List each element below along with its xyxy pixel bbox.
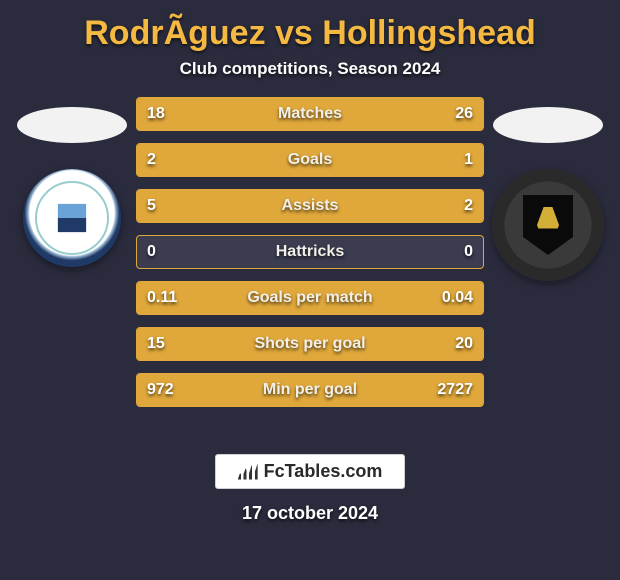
stat-row: 972Min per goal2727 <box>136 373 484 407</box>
left-side <box>12 97 132 267</box>
comparison-layout: 18Matches262Goals15Assists20Hattricks00.… <box>0 97 620 407</box>
right-flag <box>493 107 603 143</box>
stat-label: Goals per match <box>137 289 483 307</box>
lafc-icon <box>523 195 573 255</box>
date-text: 17 october 2024 <box>242 503 378 524</box>
stat-bars: 18Matches262Goals15Assists20Hattricks00.… <box>132 97 488 407</box>
stat-label: Shots per goal <box>137 335 483 353</box>
right-crest <box>492 169 604 281</box>
stat-row: 15Shots per goal20 <box>136 327 484 361</box>
brand-text: FcTables.com <box>264 461 383 482</box>
chart-icon <box>238 464 258 480</box>
stat-label: Hattricks <box>137 243 483 261</box>
subtitle: Club competitions, Season 2024 <box>0 59 620 97</box>
stat-value-right: 2727 <box>437 381 473 399</box>
stat-row: 2Goals1 <box>136 143 484 177</box>
stat-value-right: 0 <box>464 243 473 261</box>
brand-badge: FcTables.com <box>215 454 406 489</box>
stat-row: 18Matches26 <box>136 97 484 131</box>
sporting-kc-icon <box>35 181 109 255</box>
stat-label: Goals <box>137 151 483 169</box>
left-flag <box>17 107 127 143</box>
stat-label: Assists <box>137 197 483 215</box>
left-crest <box>23 169 121 267</box>
stat-value-right: 2 <box>464 197 473 215</box>
stat-value-right: 20 <box>455 335 473 353</box>
stat-value-right: 0.04 <box>442 289 473 307</box>
stat-value-right: 1 <box>464 151 473 169</box>
stat-label: Matches <box>137 105 483 123</box>
footer: FcTables.com 17 october 2024 <box>0 454 620 524</box>
stat-row: 0.11Goals per match0.04 <box>136 281 484 315</box>
right-side <box>488 97 608 281</box>
page-title: RodrÃ­guez vs Hollingshead <box>0 0 620 59</box>
stat-value-right: 26 <box>455 105 473 123</box>
stat-row: 5Assists2 <box>136 189 484 223</box>
stat-label: Min per goal <box>137 381 483 399</box>
stat-row: 0Hattricks0 <box>136 235 484 269</box>
